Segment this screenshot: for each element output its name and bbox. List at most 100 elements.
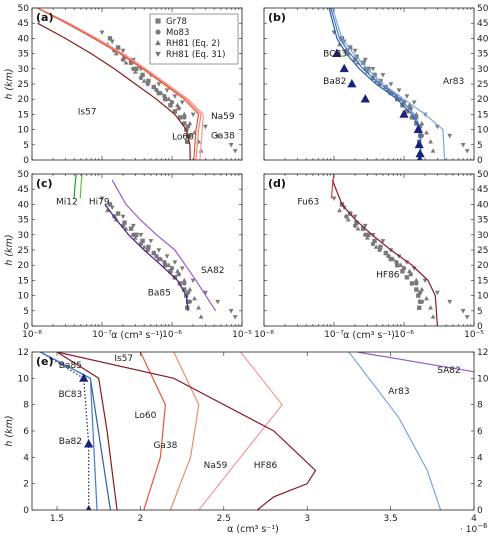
- obs-point-RH81b: [215, 299, 221, 305]
- obs-point-RH81a: [390, 90, 396, 95]
- obs-point-RH81b: [464, 149, 470, 154]
- obs-point-RH81a: [175, 268, 180, 274]
- y-tick-label: 6: [23, 427, 29, 437]
- y-tick-label: 25: [18, 80, 29, 90]
- obs-point-Mo83: [370, 241, 376, 247]
- legend-marker-Gr78: [155, 18, 161, 24]
- obs-point-RH81a: [390, 256, 396, 261]
- plot-area-e: [39, 352, 474, 510]
- curve-label-Ba85: Ba85: [148, 289, 171, 299]
- obs-point-RH81b: [190, 112, 196, 118]
- obs-point-RH81b: [120, 48, 126, 54]
- series-line-Lo60: [139, 352, 167, 510]
- obs-point-Gr78: [372, 72, 377, 78]
- obs-point-Mo83: [154, 253, 159, 259]
- obs-point-Gr78: [395, 263, 400, 268]
- y-tick-label-right: 45: [477, 19, 488, 29]
- obs-point-Gr78: [168, 103, 173, 108]
- obs-point-Gr78: [134, 232, 139, 237]
- x-tick-label: 10⁻⁷: [92, 330, 112, 340]
- obs-point-RH81b: [172, 260, 178, 265]
- y-tick-label: 25: [18, 246, 29, 256]
- obs-point-Gr78: [400, 269, 405, 274]
- obs-point-RH81a: [424, 296, 429, 301]
- obs-point-Gr78: [347, 45, 353, 50]
- obs-point-Mo83: [386, 253, 391, 259]
- y-tick-label: 8: [23, 401, 29, 411]
- curve-label-Ba82: Ba82: [59, 437, 82, 447]
- obs-point-RH81b: [232, 149, 238, 154]
- panel-frame-d: [263, 173, 475, 327]
- y-axis-title: h (km): [4, 415, 15, 446]
- curve-label-Ba85: Ba85: [59, 361, 82, 371]
- legend-frame: [149, 13, 239, 65]
- obs-point-RH81a: [428, 305, 434, 310]
- triangle-point: [415, 148, 425, 158]
- curve-label-Na59: Na59: [211, 112, 235, 122]
- obs-point-RH81a: [181, 277, 187, 283]
- obs-point-RH81a: [198, 314, 204, 319]
- y-tick-label: 0: [23, 322, 29, 332]
- y-tick-label-right: 5: [477, 307, 483, 317]
- x-tick-label: 10⁻⁵: [232, 330, 252, 340]
- obs-point-Mo83: [176, 272, 181, 277]
- obs-point-RH81b: [109, 205, 115, 211]
- obs-point-RH81a: [105, 207, 110, 213]
- obs-point-RH81b: [447, 133, 453, 139]
- obs-point-RH81a: [187, 120, 193, 126]
- curve-label-Fu63: Fu63: [297, 197, 319, 207]
- series-line-Ga38: [169, 352, 200, 510]
- obs-point-Mo83: [419, 299, 425, 304]
- triangle-point: [339, 63, 349, 73]
- series-line-Fu63: [330, 174, 335, 199]
- x-multiplier: · 10−6: [460, 522, 488, 535]
- y-tick-label: 20: [18, 261, 30, 271]
- obs-point-RH81b: [179, 100, 185, 105]
- curve-label-Lo60: Lo60: [172, 132, 194, 142]
- obs-point-Gr78: [416, 293, 421, 298]
- triangle-point: [84, 439, 94, 448]
- obs-point-RH81a: [123, 60, 129, 65]
- obs-point-Gr78: [360, 226, 366, 231]
- obs-point-RH81b: [460, 309, 466, 314]
- curve-label-BC83: BC83: [323, 50, 347, 60]
- obs-point-RH81a: [196, 305, 202, 310]
- obs-point-RH81a: [151, 250, 157, 255]
- series-line-Ba82: [330, 8, 422, 160]
- y-tick-label: 35: [18, 50, 29, 60]
- obs-point-RH81b: [362, 223, 368, 229]
- obs-point-RH81b: [99, 196, 105, 201]
- obs-point-RH81b: [464, 315, 470, 320]
- obs-point-RH81a: [419, 286, 425, 292]
- obs-point-Gr78: [354, 220, 359, 225]
- y-tick-label-right: 10: [477, 292, 489, 302]
- x-axis-title: α (cm³ s⁻¹): [227, 524, 279, 535]
- x-tick-label: 10⁻⁶: [162, 330, 182, 340]
- obs-point-Mo83: [176, 106, 181, 111]
- obs-point-Mo83: [169, 266, 175, 271]
- obs-point-Mo83: [138, 75, 144, 81]
- y-tick-label-right: 10: [477, 374, 489, 384]
- obs-point-RH81b: [370, 67, 376, 72]
- y-tick-label-right: 4: [477, 453, 483, 463]
- triangle-point: [85, 504, 92, 510]
- y-tick-label: 15: [18, 276, 29, 286]
- obs-point-Mo83: [363, 232, 368, 237]
- series-line-Lo60: [37, 8, 200, 160]
- obs-point-Gr78: [115, 45, 121, 50]
- obs-point-Gr78: [372, 238, 377, 244]
- obs-point-RH81a: [345, 216, 351, 222]
- y-tick-label: 30: [18, 231, 30, 241]
- panel-a: 0 5 10 15 20 25 30 35 40 45 50 h (km) (a) Is57 Na59 Ga3…: [4, 4, 243, 166]
- panel-e: 0 0 2 2 4 4 6 6 8 8 10 10 12 12 1.5 2 2.5 3 3.5 4 α (cm³ s⁻¹…: [4, 348, 489, 535]
- y-tick-label: 35: [18, 216, 29, 226]
- obs-point-Gr78: [122, 220, 127, 225]
- obs-point-RH81b: [404, 260, 410, 265]
- legend-label-Mo83: Mo83: [166, 28, 189, 38]
- obs-point-RH81b: [148, 239, 154, 244]
- obs-point-Mo83: [187, 299, 193, 304]
- triangle-point: [332, 48, 342, 57]
- obs-point-Gr78: [128, 60, 134, 65]
